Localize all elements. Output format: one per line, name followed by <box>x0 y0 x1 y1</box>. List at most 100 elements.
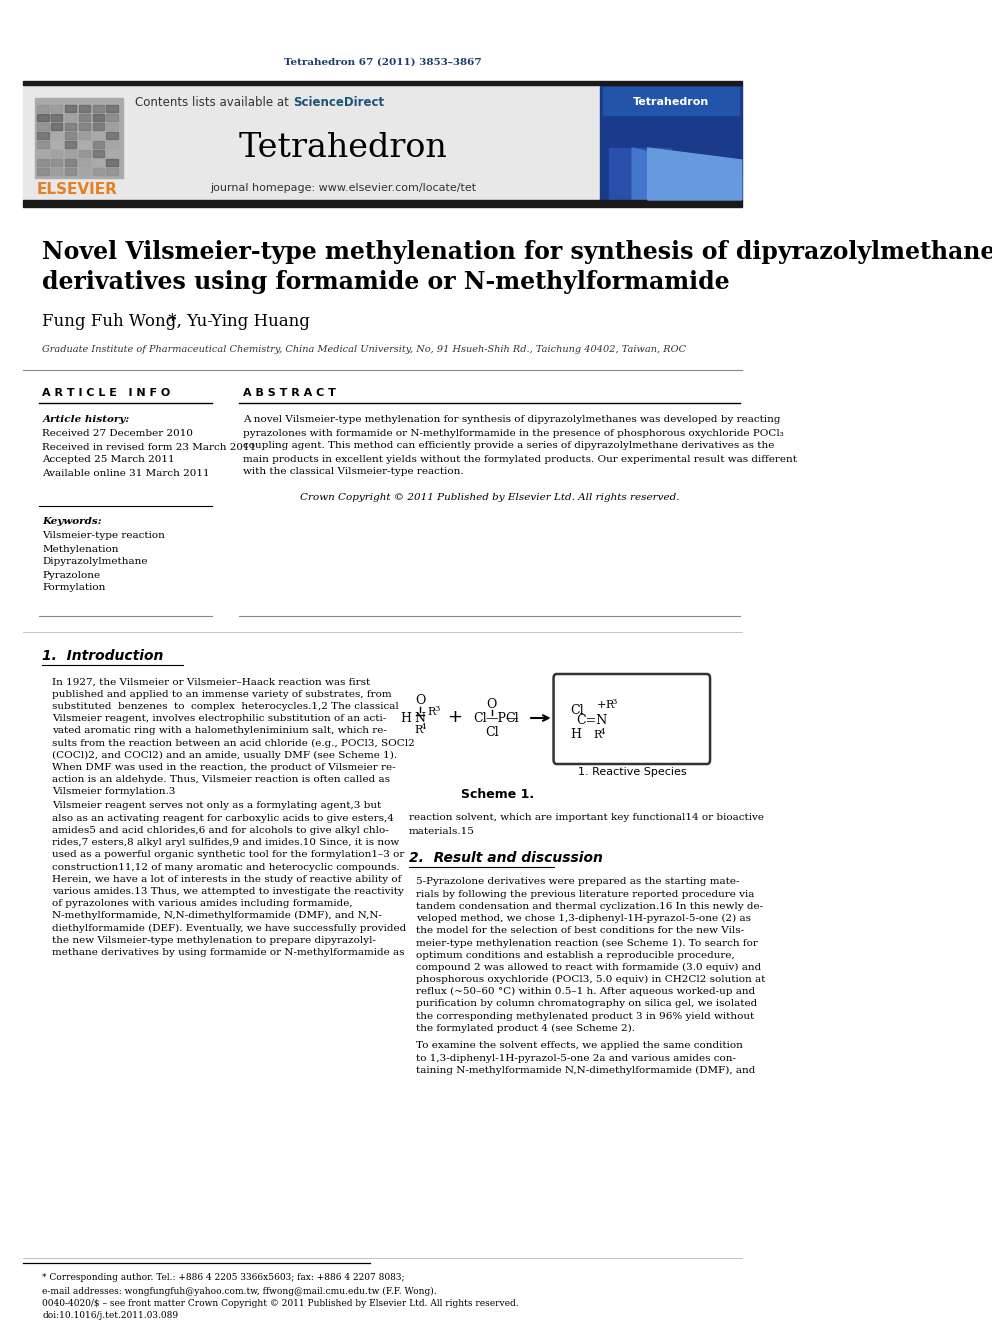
Bar <box>37 123 49 130</box>
Bar <box>92 142 104 148</box>
Text: *, Yu-Ying Huang: *, Yu-Ying Huang <box>164 314 310 331</box>
Text: Keywords:: Keywords: <box>43 517 102 527</box>
Text: O: O <box>415 693 426 706</box>
Text: Graduate Institute of Pharmaceutical Chemistry, China Medical University, No, 91: Graduate Institute of Pharmaceutical Che… <box>43 345 686 355</box>
Bar <box>64 123 76 130</box>
Bar <box>106 132 118 139</box>
Text: 1.  Introduction: 1. Introduction <box>43 650 164 663</box>
Text: purification by column chromatography on silica gel, we isolated: purification by column chromatography on… <box>417 999 758 1008</box>
Bar <box>92 114 104 120</box>
Text: Vilsmeier-type reaction: Vilsmeier-type reaction <box>43 532 166 541</box>
Bar <box>51 142 62 148</box>
Bar <box>106 142 118 148</box>
Text: derivatives using formamide or N-methylformamide: derivatives using formamide or N-methylf… <box>43 270 730 294</box>
Bar <box>78 105 90 112</box>
Bar <box>106 168 118 175</box>
Text: Crown Copyright © 2011 Published by Elsevier Ltd. All rights reserved.: Crown Copyright © 2011 Published by Else… <box>300 493 680 503</box>
Bar <box>106 159 118 165</box>
Text: R: R <box>605 700 613 710</box>
FancyBboxPatch shape <box>554 673 710 763</box>
Bar <box>37 132 49 139</box>
Bar <box>92 132 104 139</box>
Text: construction11,12 of many aromatic and heterocyclic compounds.: construction11,12 of many aromatic and h… <box>53 863 400 872</box>
Bar <box>64 142 76 148</box>
Text: A B S T R A C T: A B S T R A C T <box>243 388 335 398</box>
Bar <box>64 168 76 175</box>
Bar <box>92 105 104 112</box>
Text: also as an activating reagent for carboxylic acids to give esters,4: also as an activating reagent for carbox… <box>53 814 394 823</box>
Text: Vilsmeier reagent, involves electrophilic substitution of an acti-: Vilsmeier reagent, involves electrophili… <box>53 714 387 724</box>
Text: Contents lists available at: Contents lists available at <box>135 97 293 110</box>
Text: 2.  Result and discussion: 2. Result and discussion <box>409 851 602 865</box>
Text: Herein, we have a lot of interests in the study of reactive ability of: Herein, we have a lot of interests in th… <box>53 875 402 884</box>
Text: To examine the solvent effects, we applied the same condition: To examine the solvent effects, we appli… <box>417 1041 743 1050</box>
Text: * Corresponding author. Tel.: +886 4 2205 3366x5603; fax: +886 4 2207 8083;: * Corresponding author. Tel.: +886 4 220… <box>43 1274 405 1282</box>
Polygon shape <box>648 148 742 200</box>
Text: meier-type methylenation reaction (see Scheme 1). To search for: meier-type methylenation reaction (see S… <box>417 938 758 947</box>
Text: R: R <box>414 725 423 736</box>
Bar <box>600 85 742 200</box>
Bar <box>603 87 739 115</box>
Bar <box>51 159 62 165</box>
Bar <box>51 105 62 112</box>
Bar <box>37 142 49 148</box>
Text: Vilsmeier formylation.3: Vilsmeier formylation.3 <box>53 787 176 796</box>
Bar <box>37 159 49 165</box>
Text: +: + <box>597 700 606 710</box>
Bar <box>64 132 76 139</box>
Text: diethylformamide (DEF). Eventually, we have successfully provided: diethylformamide (DEF). Eventually, we h… <box>53 923 407 933</box>
Bar <box>35 98 123 179</box>
Text: compound 2 was allowed to react with formamide (3.0 equiv) and: compound 2 was allowed to react with for… <box>417 963 762 972</box>
Text: Vilsmeier reagent serves not only as a formylating agent,3 but: Vilsmeier reagent serves not only as a f… <box>53 802 382 811</box>
Text: Received in revised form 23 March 2011: Received in revised form 23 March 2011 <box>43 442 257 451</box>
Bar <box>23 200 742 206</box>
Text: 3: 3 <box>434 705 440 713</box>
Text: used as a powerful organic synthetic tool for the formylation1–3 or: used as a powerful organic synthetic too… <box>53 851 405 860</box>
Text: doi:10.1016/j.tet.2011.03.089: doi:10.1016/j.tet.2011.03.089 <box>43 1311 179 1320</box>
Bar <box>78 168 90 175</box>
Text: various amides.13 Thus, we attempted to investigate the reactivity: various amides.13 Thus, we attempted to … <box>53 886 405 896</box>
Bar <box>92 149 104 157</box>
Text: Scheme 1.: Scheme 1. <box>460 789 534 802</box>
Text: with the classical Vilsmeier-type reaction.: with the classical Vilsmeier-type reacti… <box>243 467 463 476</box>
Polygon shape <box>632 148 742 200</box>
Text: A novel Vilsmeier-type methylenation for synthesis of dipyrazolylmethanes was de: A novel Vilsmeier-type methylenation for… <box>243 415 781 425</box>
Text: pyrazolones with formamide or N-methylformamide in the presence of phosphorous o: pyrazolones with formamide or N-methylfo… <box>243 429 784 438</box>
Text: Fung Fuh Wong: Fung Fuh Wong <box>43 314 177 331</box>
Text: action is an aldehyde. Thus, Vilsmeier reaction is often called as: action is an aldehyde. Thus, Vilsmeier r… <box>53 775 391 785</box>
Bar <box>64 159 76 165</box>
Text: (COCl)2, and COCl2) and an amide, usually DMF (see Scheme 1).: (COCl)2, and COCl2) and an amide, usuall… <box>53 750 398 759</box>
Text: Cl: Cl <box>473 712 487 725</box>
Bar <box>106 149 118 157</box>
Text: 5-Pyrazolone derivatives were prepared as the starting mate-: 5-Pyrazolone derivatives were prepared a… <box>417 877 740 886</box>
Text: taining N-methylformamide N,N-dimethylformamide (DMF), and: taining N-methylformamide N,N-dimethylfo… <box>417 1066 756 1076</box>
Text: Cl: Cl <box>505 712 519 725</box>
Text: Novel Vilsmeier-type methylenation for synthesis of dipyrazolylmethane: Novel Vilsmeier-type methylenation for s… <box>43 239 992 265</box>
Bar <box>78 114 90 120</box>
Text: Tetrahedron 67 (2011) 3853–3867: Tetrahedron 67 (2011) 3853–3867 <box>284 57 481 66</box>
Text: reaction solvent, which are important key functional14 or bioactive: reaction solvent, which are important ke… <box>409 814 764 823</box>
Text: A R T I C L E   I N F O: A R T I C L E I N F O <box>43 388 171 398</box>
Text: O: O <box>487 697 497 710</box>
Text: Available online 31 March 2011: Available online 31 March 2011 <box>43 468 210 478</box>
Bar <box>92 168 104 175</box>
Text: rials by following the previous literature reported procedure via: rials by following the previous literatu… <box>417 889 755 898</box>
Bar <box>78 159 90 165</box>
Text: Accepted 25 March 2011: Accepted 25 March 2011 <box>43 455 175 464</box>
Text: to 1,3-diphenyl-1H-pyrazol-5-one 2a and various amides con-: to 1,3-diphenyl-1H-pyrazol-5-one 2a and … <box>417 1053 736 1062</box>
Text: the model for the selection of best conditions for the new Vils-: the model for the selection of best cond… <box>417 926 744 935</box>
Text: 1. Reactive Species: 1. Reactive Species <box>578 767 686 777</box>
Text: —P—: —P— <box>486 712 519 725</box>
Text: R: R <box>593 730 602 740</box>
Text: vated aromatic ring with a halomethyleniminium salt, which re-: vated aromatic ring with a halomethyleni… <box>53 726 387 736</box>
Text: the formylated product 4 (see Scheme 2).: the formylated product 4 (see Scheme 2). <box>417 1024 635 1033</box>
Text: Tetrahedron: Tetrahedron <box>633 97 709 107</box>
Bar <box>51 114 62 120</box>
Bar <box>37 168 49 175</box>
Text: main products in excellent yields without the formylated products. Our experimen: main products in excellent yields withou… <box>243 455 797 463</box>
Text: substituted  benzenes  to  complex  heterocycles.1,2 The classical: substituted benzenes to complex heterocy… <box>53 703 399 710</box>
Bar <box>78 123 90 130</box>
Bar <box>51 132 62 139</box>
Text: Methylenation: Methylenation <box>43 545 119 553</box>
Text: sults from the reaction between an acid chloride (e.g., POCl3, SOCl2: sults from the reaction between an acid … <box>53 738 416 747</box>
